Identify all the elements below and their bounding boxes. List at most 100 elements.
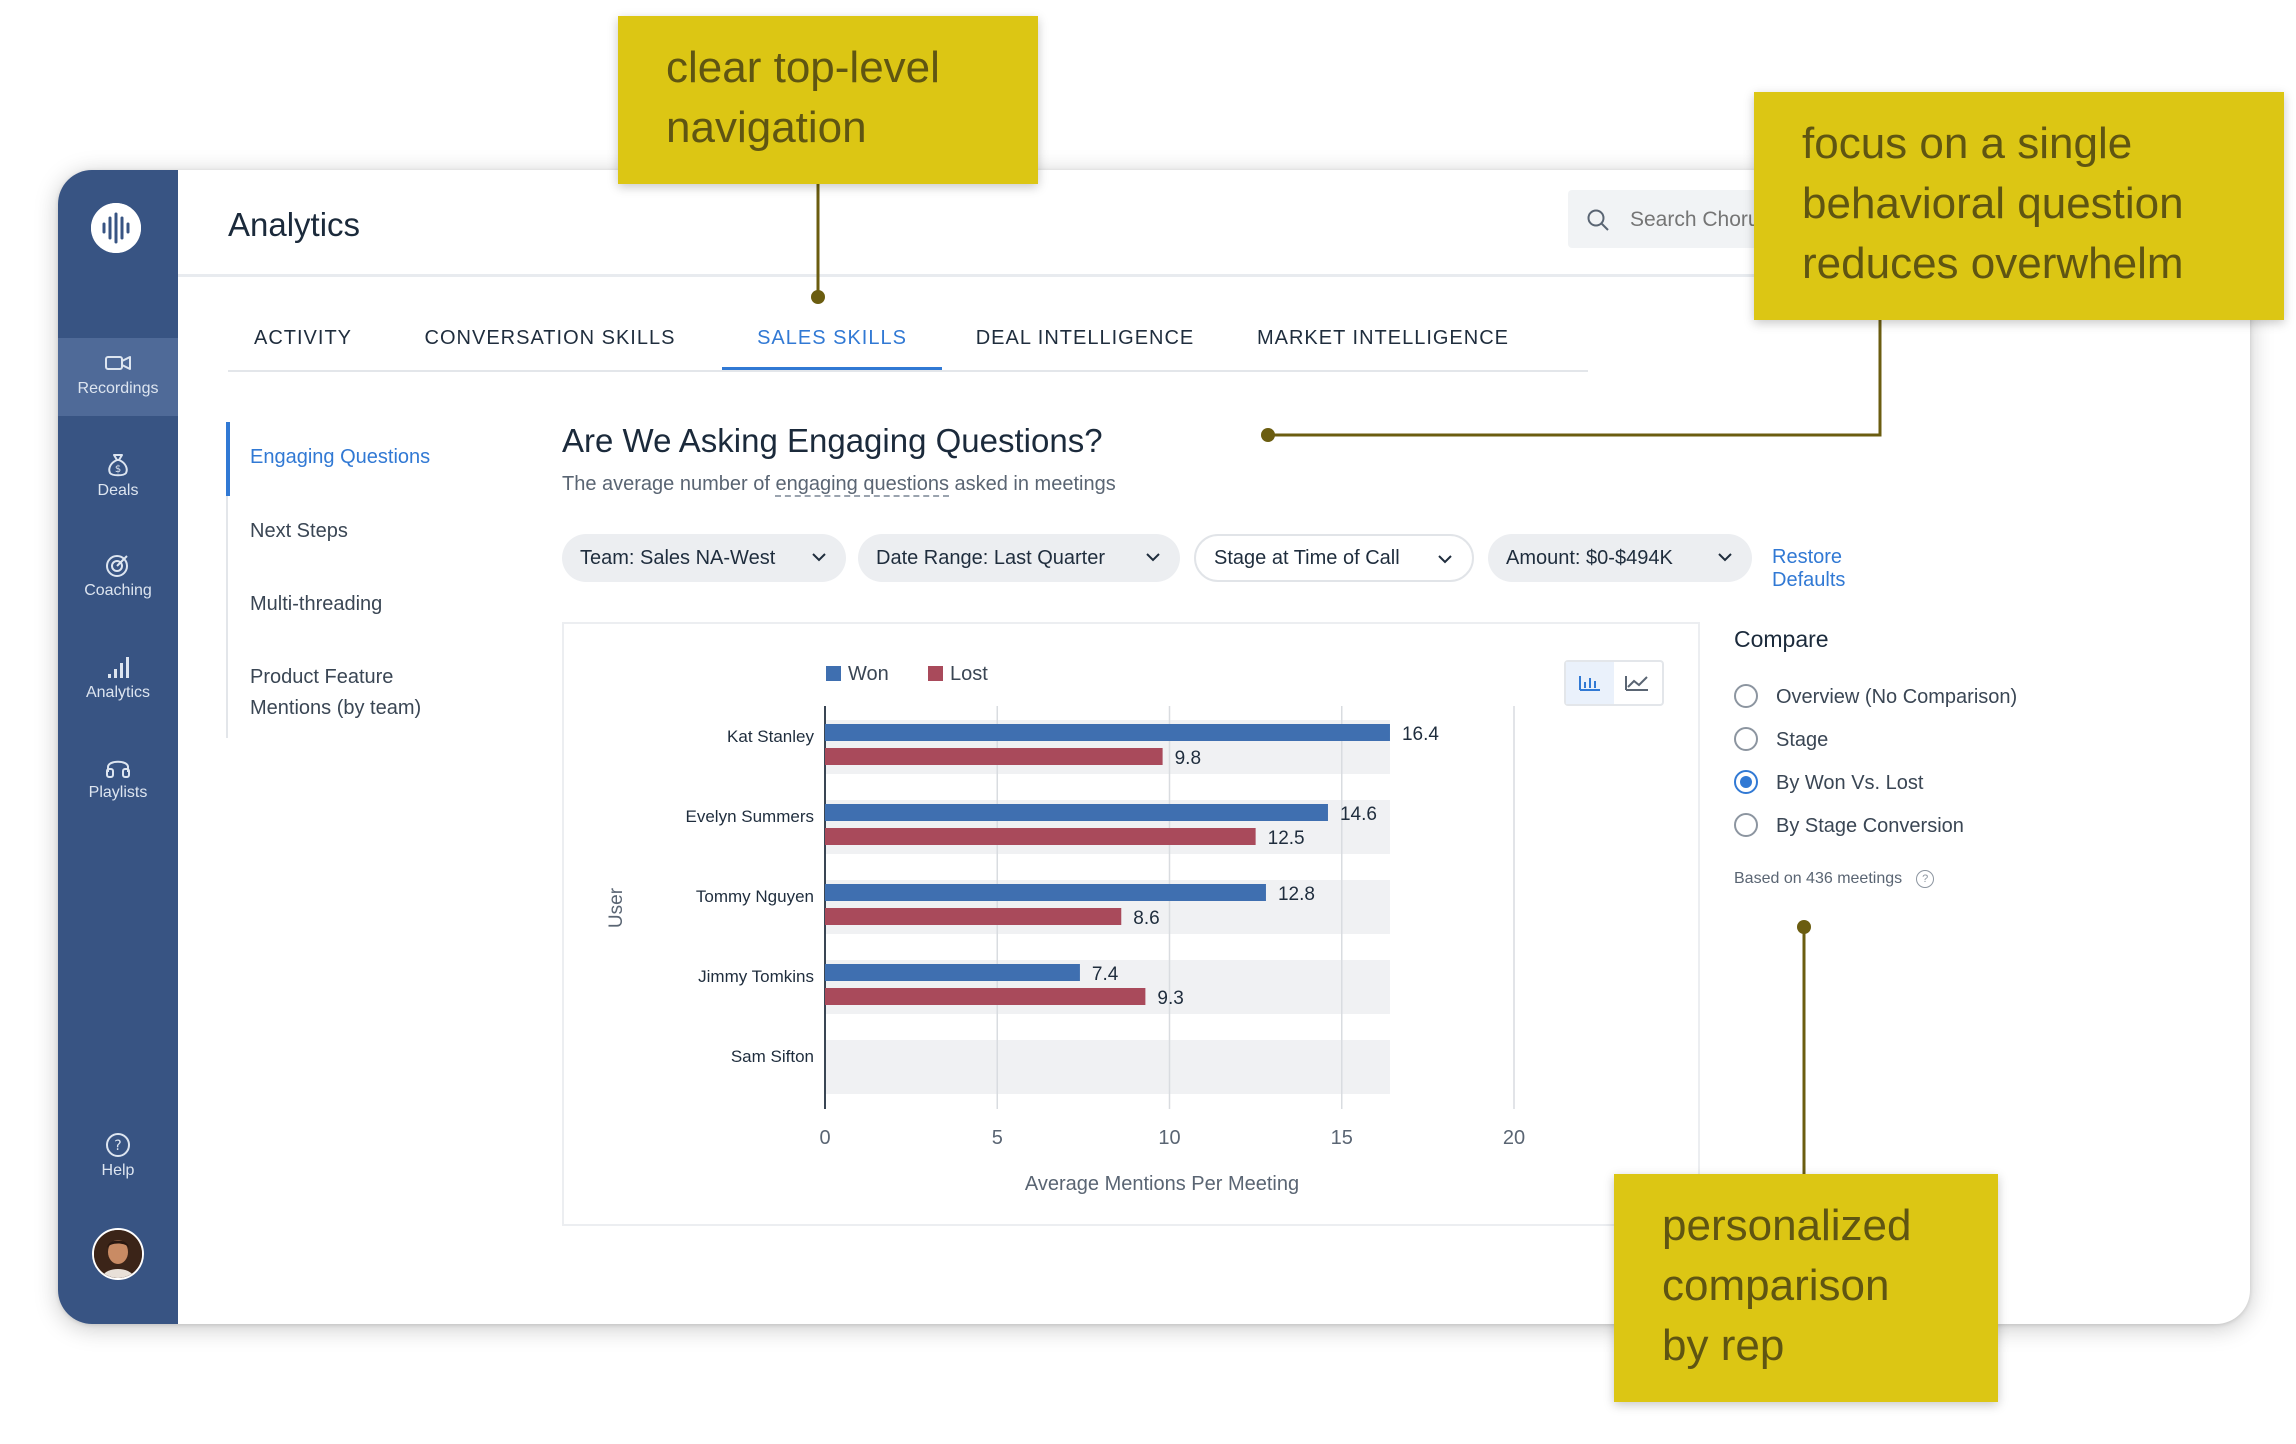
money-bag-icon: $ [108, 454, 128, 477]
y-tick-label: Jimmy Tomkins [698, 967, 814, 986]
x-tick-label: 0 [819, 1127, 830, 1149]
x-tick-label: 10 [1158, 1127, 1180, 1149]
annotation-line: reduces overwhelm [1802, 239, 2184, 288]
bar-chart-icon [108, 657, 129, 678]
tab-conversation-skills[interactable]: CONVERSATION SKILLS [424, 327, 676, 349]
app-window: Recordings $ Deals Coaching [58, 170, 2250, 1324]
header-divider [178, 274, 2250, 277]
sidebar-item-label: Playlists [88, 784, 148, 801]
top-tabs: ACTIVITY CONVERSATION SKILLS SALES SKILL… [228, 308, 1588, 370]
tab-activity[interactable]: ACTIVITY [253, 327, 352, 349]
subnav-active-indicator [226, 422, 230, 496]
chevron-down-icon [812, 553, 826, 562]
bar-lost [825, 988, 1146, 1005]
data-label-lost: 12.5 [1268, 828, 1305, 849]
filter-label: Stage at Time of Call [1214, 547, 1400, 569]
sidebar-item-deals[interactable]: $ Deals [58, 440, 178, 518]
sidebar-item-help[interactable]: ? Help [58, 1120, 178, 1198]
target-icon [106, 555, 128, 577]
annotation-personalized-comparison: personalized comparison by rep [1614, 1174, 1998, 1402]
filter-amount[interactable]: Amount: $0-$494K [1488, 534, 1752, 582]
y-tick-label: Tommy Nguyen [696, 887, 814, 906]
data-label-won: 12.8 [1278, 884, 1315, 905]
bar-view-button[interactable] [1566, 662, 1614, 704]
y-tick-label: Evelyn Summers [686, 807, 814, 826]
subtitle-text: The average number of [562, 473, 776, 495]
sidebar: Recordings $ Deals Coaching [58, 170, 178, 1324]
legend-label-lost: Lost [950, 663, 988, 685]
sidebar-item-playlists[interactable]: Playlists [58, 742, 178, 820]
filter-stage[interactable]: Stage at Time of Call [1194, 534, 1474, 582]
radio-button[interactable] [1734, 684, 1758, 708]
bar-chart-icon [1579, 676, 1600, 691]
engaging-questions-definition-link[interactable]: engaging questions [775, 473, 949, 497]
subnav-rail [226, 422, 228, 738]
tab-market-intelligence[interactable]: MARKET INTELLIGENCE [1256, 327, 1510, 349]
subnav-item-multi-threading[interactable]: Multi-threading [250, 593, 383, 615]
annotation-line: focus on a single [1802, 119, 2133, 168]
bar-won [825, 724, 1390, 741]
bar-won [825, 964, 1080, 981]
annotation-line: comparison [1662, 1261, 1890, 1310]
chorus-logo[interactable] [91, 203, 141, 253]
search-input[interactable] [1628, 204, 1768, 236]
filter-team[interactable]: Team: Sales NA-West [562, 534, 846, 582]
annotation-single-question: focus on a single behavioral question re… [1754, 92, 2284, 320]
x-tick-label: 20 [1503, 1127, 1525, 1149]
sidebar-item-label: Analytics [85, 684, 151, 701]
annotation-navigation: clear top-level navigation [618, 16, 1038, 184]
sidebar-item-analytics[interactable]: Analytics [58, 642, 178, 720]
data-label-won: 14.6 [1340, 804, 1377, 825]
radio-button-selected[interactable] [1734, 770, 1758, 794]
radio-button[interactable] [1734, 813, 1758, 837]
sidebar-item-coaching[interactable]: Coaching [58, 540, 178, 618]
radio-button[interactable] [1734, 727, 1758, 751]
tab-sales-skills[interactable]: SALES SKILLS [722, 308, 942, 370]
x-tick-label: 15 [1331, 1127, 1353, 1149]
radio-label: By Won Vs. Lost [1776, 772, 1924, 794]
radio-label: Stage [1776, 729, 1829, 751]
sidebar-item-label: Deals [97, 482, 139, 499]
tab-deal-intelligence[interactable]: DEAL INTELLIGENCE [975, 327, 1195, 349]
legend-swatch-lost [928, 666, 943, 681]
question-mark-icon[interactable]: ? [1916, 870, 1935, 888]
chevron-down-icon [1438, 555, 1452, 564]
svg-text:$: $ [115, 464, 121, 475]
radio-label: Overview (No Comparison) [1776, 686, 2018, 708]
data-label-won: 16.4 [1402, 724, 1439, 745]
sidebar-item-label: Help [101, 1162, 135, 1179]
x-axis-title: Average Mentions Per Meeting [1025, 1173, 1299, 1195]
legend-swatch-won [826, 666, 841, 681]
legend-label-won: Won [848, 663, 889, 685]
sidebar-item-recordings[interactable]: Recordings [58, 338, 178, 416]
annotation-line: clear top-level [666, 43, 940, 92]
avatar[interactable] [92, 1228, 144, 1280]
radio-label: By Stage Conversion [1776, 815, 1964, 837]
search-icon [1587, 209, 1609, 231]
x-tick-label: 5 [992, 1127, 1003, 1149]
filter-label: Amount: $0-$494K [1506, 547, 1673, 569]
bar-lost [825, 828, 1256, 845]
tabs-divider [228, 370, 1588, 372]
y-axis-title: User [606, 887, 627, 928]
search-box[interactable] [1568, 190, 1768, 248]
filter-date-range[interactable]: Date Range: Last Quarter [858, 534, 1180, 582]
subnav-item-engaging-questions[interactable]: Engaging Questions [250, 446, 431, 468]
data-label-lost: 9.3 [1157, 988, 1183, 1009]
subnav-item-product-feature-mentions[interactable]: Product Feature Mentions (by team) [250, 666, 422, 719]
subnav-item-next-steps[interactable]: Next Steps [250, 520, 348, 542]
filter-label: Date Range: Last Quarter [876, 547, 1106, 569]
help-icon: ? [106, 1133, 130, 1157]
restore-defaults-link[interactable]: Restore Defaults [1772, 546, 1846, 591]
sidebar-item-label: Recordings [77, 380, 159, 397]
row-background [825, 1040, 1390, 1094]
annotation-line: behavioral question [1802, 179, 2184, 228]
data-label-lost: 9.8 [1175, 748, 1201, 769]
data-label-lost: 8.6 [1133, 908, 1159, 929]
annotation-line: navigation [666, 103, 867, 152]
annotation-line: personalized [1662, 1201, 1912, 1250]
line-view-button[interactable] [1614, 662, 1662, 704]
annotation-line: by rep [1662, 1321, 1785, 1370]
bar-chart: 0 5 10 15 20 Kat Stanley 16.4 9.8 Evelyn Summers… [606, 663, 1525, 1195]
video-camera-icon [105, 356, 131, 370]
